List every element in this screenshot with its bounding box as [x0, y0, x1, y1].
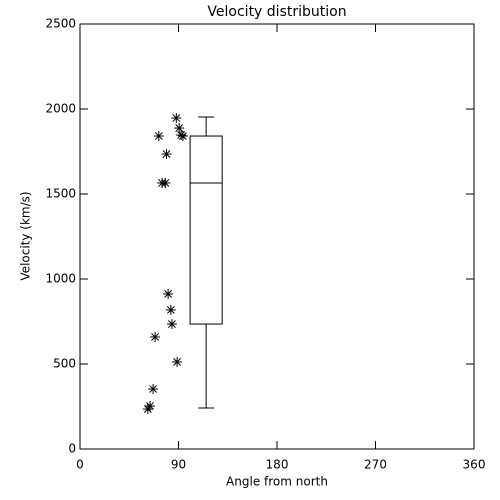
- chart-title: Velocity distribution: [207, 4, 346, 20]
- y-tick-label: 1000: [45, 272, 76, 286]
- x-tick-label: 90: [171, 458, 186, 472]
- y-tick-label: 2500: [45, 17, 76, 31]
- y-tick-label: 2000: [45, 102, 76, 116]
- y-tick-label: 0: [68, 442, 76, 456]
- asterisk-stroke: [143, 405, 152, 413]
- data-point: [142, 404, 153, 415]
- data-point: [166, 319, 177, 330]
- data-point: [150, 331, 161, 342]
- x-tick-label: 180: [266, 458, 289, 472]
- y-axis-label: Velocity (km/s): [19, 191, 33, 280]
- asterisk-stroke: [161, 179, 170, 187]
- asterisk-stroke: [149, 385, 158, 393]
- data-point: [153, 131, 164, 142]
- data-point: [171, 113, 182, 124]
- data-point: [176, 130, 187, 141]
- data-point: [163, 288, 174, 299]
- x-tick-label: 270: [364, 458, 387, 472]
- x-tick-label: 360: [463, 458, 486, 472]
- x-axis-label: Angle from north: [226, 475, 328, 489]
- data-point: [160, 177, 171, 188]
- asterisk-stroke: [162, 150, 171, 158]
- x-tick-label: 0: [76, 458, 84, 472]
- data-point: [161, 149, 172, 160]
- asterisk-stroke: [164, 290, 173, 298]
- y-tick-label: 500: [53, 357, 76, 371]
- asterisk-stroke: [166, 306, 175, 314]
- asterisk-stroke: [175, 124, 184, 132]
- asterisk-stroke: [177, 131, 186, 139]
- data-point: [148, 383, 159, 394]
- y-tick-label: 1500: [45, 187, 76, 201]
- asterisk-stroke: [173, 358, 181, 366]
- data-point: [177, 131, 188, 142]
- data-point: [172, 356, 183, 367]
- asterisk-stroke: [172, 114, 181, 122]
- asterisk-stroke: [154, 132, 163, 140]
- asterisk-stroke: [151, 333, 159, 341]
- plot-frame: [79, 23, 475, 450]
- data-point: [165, 304, 176, 315]
- asterisk-stroke: [178, 132, 187, 140]
- asterisk-stroke: [168, 320, 176, 328]
- box: [189, 135, 223, 325]
